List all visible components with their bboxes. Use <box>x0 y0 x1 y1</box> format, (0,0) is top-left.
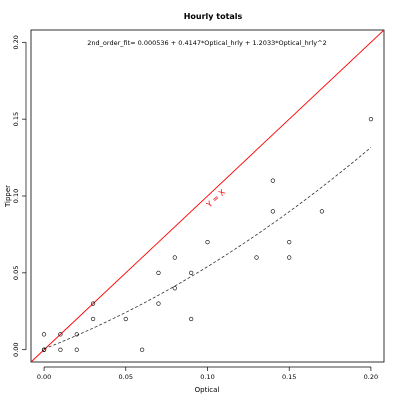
y-tick-label: 0.20 <box>12 35 20 49</box>
x-axis-label: Optical <box>195 386 220 394</box>
data-point <box>287 255 292 260</box>
data-point <box>41 332 47 337</box>
data-point <box>368 117 374 122</box>
data-point <box>91 301 96 306</box>
x-tick-label: 0.05 <box>119 373 133 381</box>
fit-curve <box>43 147 372 350</box>
identity-line-label: Y = X <box>204 187 227 210</box>
x-tick-label: 0.20 <box>364 373 378 381</box>
data-points <box>41 117 374 352</box>
fit-curve-group <box>43 147 372 350</box>
data-point <box>172 255 177 260</box>
fit-equation-annotation: 2nd_order_fit= 0.000536 + 0.4147*Optical… <box>87 39 326 47</box>
data-point <box>156 301 161 306</box>
x-tick-label: 0.15 <box>282 373 296 381</box>
y-axis: 0.00 0.05 0.10 0.15 0.20 <box>12 35 27 357</box>
data-point <box>287 240 292 245</box>
data-point <box>140 347 145 352</box>
data-point <box>205 240 210 245</box>
data-point <box>189 270 194 275</box>
data-point <box>74 347 79 352</box>
data-point <box>74 332 79 337</box>
x-axis: 0.00 0.05 0.10 0.15 0.20 <box>37 366 378 381</box>
x-tick-label: 0.00 <box>37 373 51 381</box>
identity-line-group: Y = X <box>30 29 385 363</box>
data-point <box>254 255 259 260</box>
data-point <box>58 332 63 337</box>
data-point <box>58 347 63 352</box>
y-tick-label: 0.15 <box>12 112 20 126</box>
identity-line <box>30 29 385 363</box>
data-point <box>189 316 194 322</box>
y-tick-label: 0.00 <box>12 342 20 356</box>
data-point <box>270 209 275 214</box>
y-axis-label: Tipper <box>4 185 12 208</box>
y-tick-label: 0.10 <box>12 189 20 203</box>
chart-title: Hourly totals <box>184 12 243 21</box>
data-point <box>270 178 275 183</box>
data-point <box>41 347 47 352</box>
data-point <box>156 270 161 275</box>
data-point <box>91 316 96 322</box>
plot-frame <box>30 29 385 363</box>
data-point <box>172 286 177 291</box>
data-point <box>123 316 128 322</box>
y-tick-label: 0.05 <box>12 266 20 280</box>
data-point <box>319 209 324 214</box>
x-tick-label: 0.10 <box>200 373 214 381</box>
